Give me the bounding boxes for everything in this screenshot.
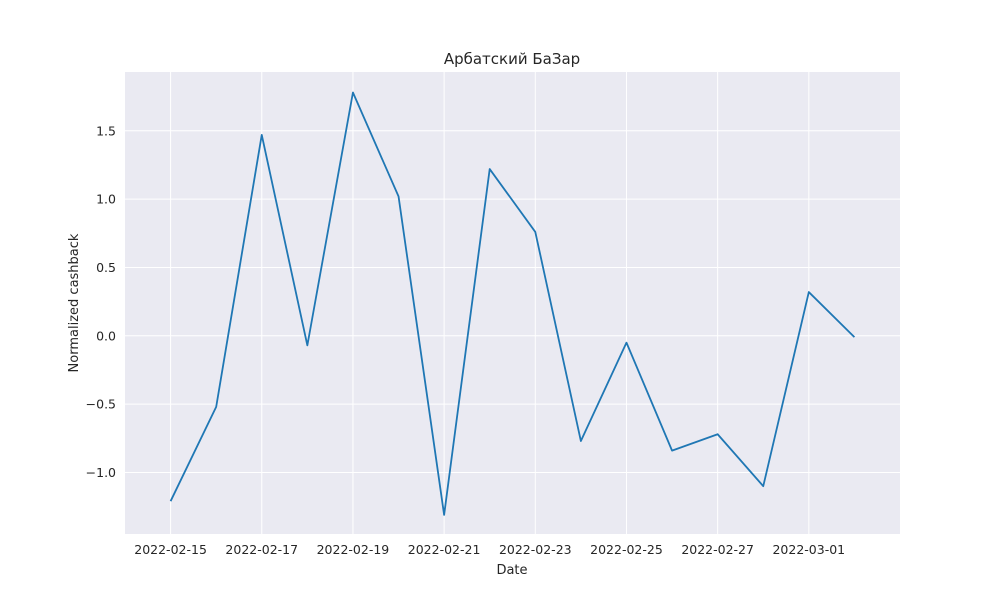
y-tick-label: 0.0 xyxy=(96,328,116,343)
y-tick-label: −0.5 xyxy=(86,397,116,412)
x-tick-label: 2022-02-17 xyxy=(225,542,298,557)
chart-title: Арбатский БаЗар xyxy=(444,50,580,68)
x-tick-label: 2022-02-23 xyxy=(499,542,572,557)
y-tick-label: −1.0 xyxy=(86,465,116,480)
y-tick-label: 1.5 xyxy=(96,123,116,138)
x-tick-label: 2022-02-15 xyxy=(134,542,207,557)
x-axis-label: Date xyxy=(496,563,527,578)
plot-background xyxy=(125,72,900,534)
x-tick-label: 2022-03-01 xyxy=(772,542,845,557)
x-tick-label: 2022-02-19 xyxy=(317,542,390,557)
y-axis-label: Normalized cashback xyxy=(67,233,82,372)
y-axis-ticks: −1.0 −0.5 0.0 0.5 1.0 1.5 xyxy=(86,123,116,480)
y-tick-label: 1.0 xyxy=(96,192,116,207)
x-tick-label: 2022-02-25 xyxy=(590,542,663,557)
x-tick-label: 2022-02-27 xyxy=(681,542,754,557)
y-tick-label: 0.5 xyxy=(96,260,116,275)
series-line xyxy=(169,91,856,516)
x-tick-label: 2022-02-21 xyxy=(408,542,481,557)
x-axis-ticks: 2022-02-15 2022-02-17 2022-02-19 2022-02-21… xyxy=(134,542,845,557)
series-layer xyxy=(169,91,856,516)
